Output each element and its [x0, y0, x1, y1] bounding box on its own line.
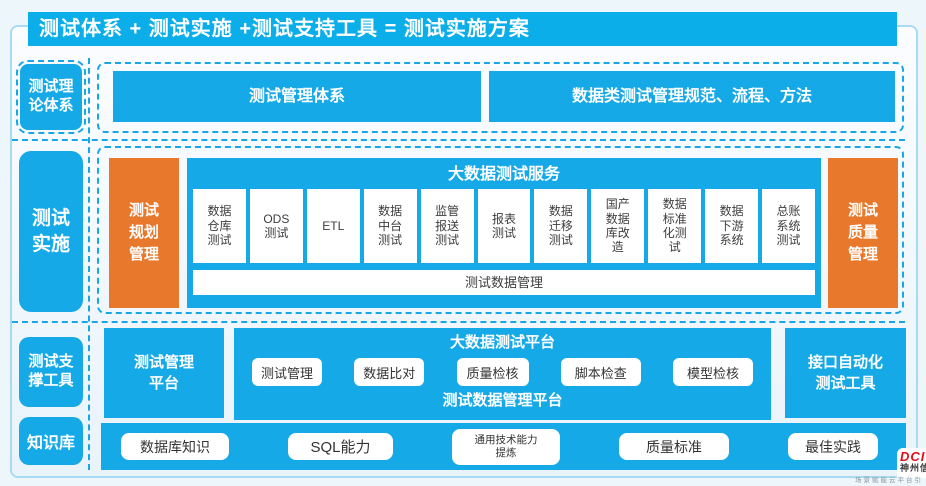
api-automation-tool-box: 接口自动化 测试工具 [785, 328, 906, 418]
data-comparison-chip: 数据比对 [354, 358, 425, 386]
data-test-management-spec-box: 数据类测试管理规范、流程、方法 [489, 71, 895, 122]
sidebar-theory-dashed-outline [16, 60, 86, 134]
database-knowledge-chip: 数据库知识 [121, 433, 229, 460]
sidebar-item-support-tools: 测试支 撑工具 [19, 337, 83, 407]
vendor-logo-brand-text: DCITS [900, 449, 926, 464]
vendor-logo: DCITS 神州信息 [897, 448, 926, 478]
bigdata-test-platform-panel: 大数据测试平台 测试管理 数据比对 质量检核 脚本检查 模型检核 测试数据管理平… [234, 328, 771, 420]
service-cell-data-migration: 数据 迁移 测试 [534, 189, 588, 263]
service-cell-regulatory-reporting: 监管 报送 测试 [420, 189, 474, 263]
bigdata-test-service-panel: 大数据测试服务 数据 仓库 测试 ODS 测试 ETL 数据 中台 测试 监管 … [187, 158, 821, 308]
test-management-system-box: 测试管理体系 [113, 71, 481, 122]
implementation-section-container: 测试 规划 管理 大数据测试服务 数据 仓库 测试 ODS 测试 ETL 数据 … [97, 146, 904, 314]
knowledge-base-bar: 数据库知识 SQL能力 通用技术能力 提炼 质量标准 最佳实践 [101, 423, 906, 470]
service-cell-downstream-systems: 数据 下游 系统 [705, 189, 759, 263]
best-practice-chip: 最佳实践 [788, 433, 878, 460]
model-check-chip: 模型检核 [673, 358, 753, 386]
sql-capability-chip: SQL能力 [288, 433, 393, 460]
service-cell-data-warehouse: 数据 仓库 测试 [193, 189, 246, 263]
test-management-platform-box: 测试管理 平台 [104, 328, 224, 418]
script-inspection-chip: 脚本检查 [560, 358, 641, 386]
quality-check-chip: 质量检核 [456, 358, 529, 386]
bigdata-test-service-title: 大数据测试服务 [447, 166, 560, 183]
sidebar-item-knowledge-base: 知识库 [19, 417, 83, 465]
sidebar-divider [88, 58, 90, 470]
page-title: 测试体系 + 测试实施 +测试支持工具 = 测试实施方案 [28, 12, 897, 46]
sidebar-item-implementation: 测试 实施 [19, 151, 83, 312]
service-cell-ods: ODS 测试 [249, 189, 303, 263]
service-cell-etl: ETL [306, 189, 360, 263]
section-separator-top [12, 139, 905, 141]
vendor-logo-caption: 场景赋能云平台引 [855, 477, 923, 484]
bigdata-test-platform-title: 大数据测试平台 [449, 334, 555, 351]
test-data-management-bar: 测试数据管理 [193, 270, 815, 295]
service-cell-report-testing: 报表 测试 [477, 189, 531, 263]
vendor-logo-company-text: 神州信息 [900, 463, 926, 473]
service-cell-general-ledger: 总账 系统 测试 [762, 189, 815, 263]
service-cell-data-middle-platform: 数据 中台 测试 [363, 189, 417, 263]
general-tech-capability-chip: 通用技术能力 提炼 [452, 428, 560, 465]
test-management-chip: 测试管理 [252, 358, 322, 386]
quality-standard-chip: 质量标准 [619, 433, 729, 460]
service-cell-data-standardization: 数据 标准 化测 试 [648, 189, 702, 263]
test-quality-management-box: 测试 质量 管理 [828, 158, 898, 308]
section-separator-bottom [12, 321, 905, 323]
sidebar-item-theory: 测试理 论体系 [20, 64, 82, 130]
test-data-management-platform-title: 测试数据管理平台 [442, 392, 563, 409]
platform-buttons-row: 测试管理 数据比对 质量检核 脚本检查 模型检核 [252, 358, 753, 386]
service-cell-domestic-db: 国产 数据 库改 造 [591, 189, 645, 263]
test-planning-management-box: 测试 规划 管理 [109, 158, 179, 308]
theory-section-container: 测试管理体系 数据类测试管理规范、流程、方法 [97, 62, 904, 133]
service-cells-row: 数据 仓库 测试 ODS 测试 ETL 数据 中台 测试 监管 报送 测试 报表… [193, 189, 815, 263]
